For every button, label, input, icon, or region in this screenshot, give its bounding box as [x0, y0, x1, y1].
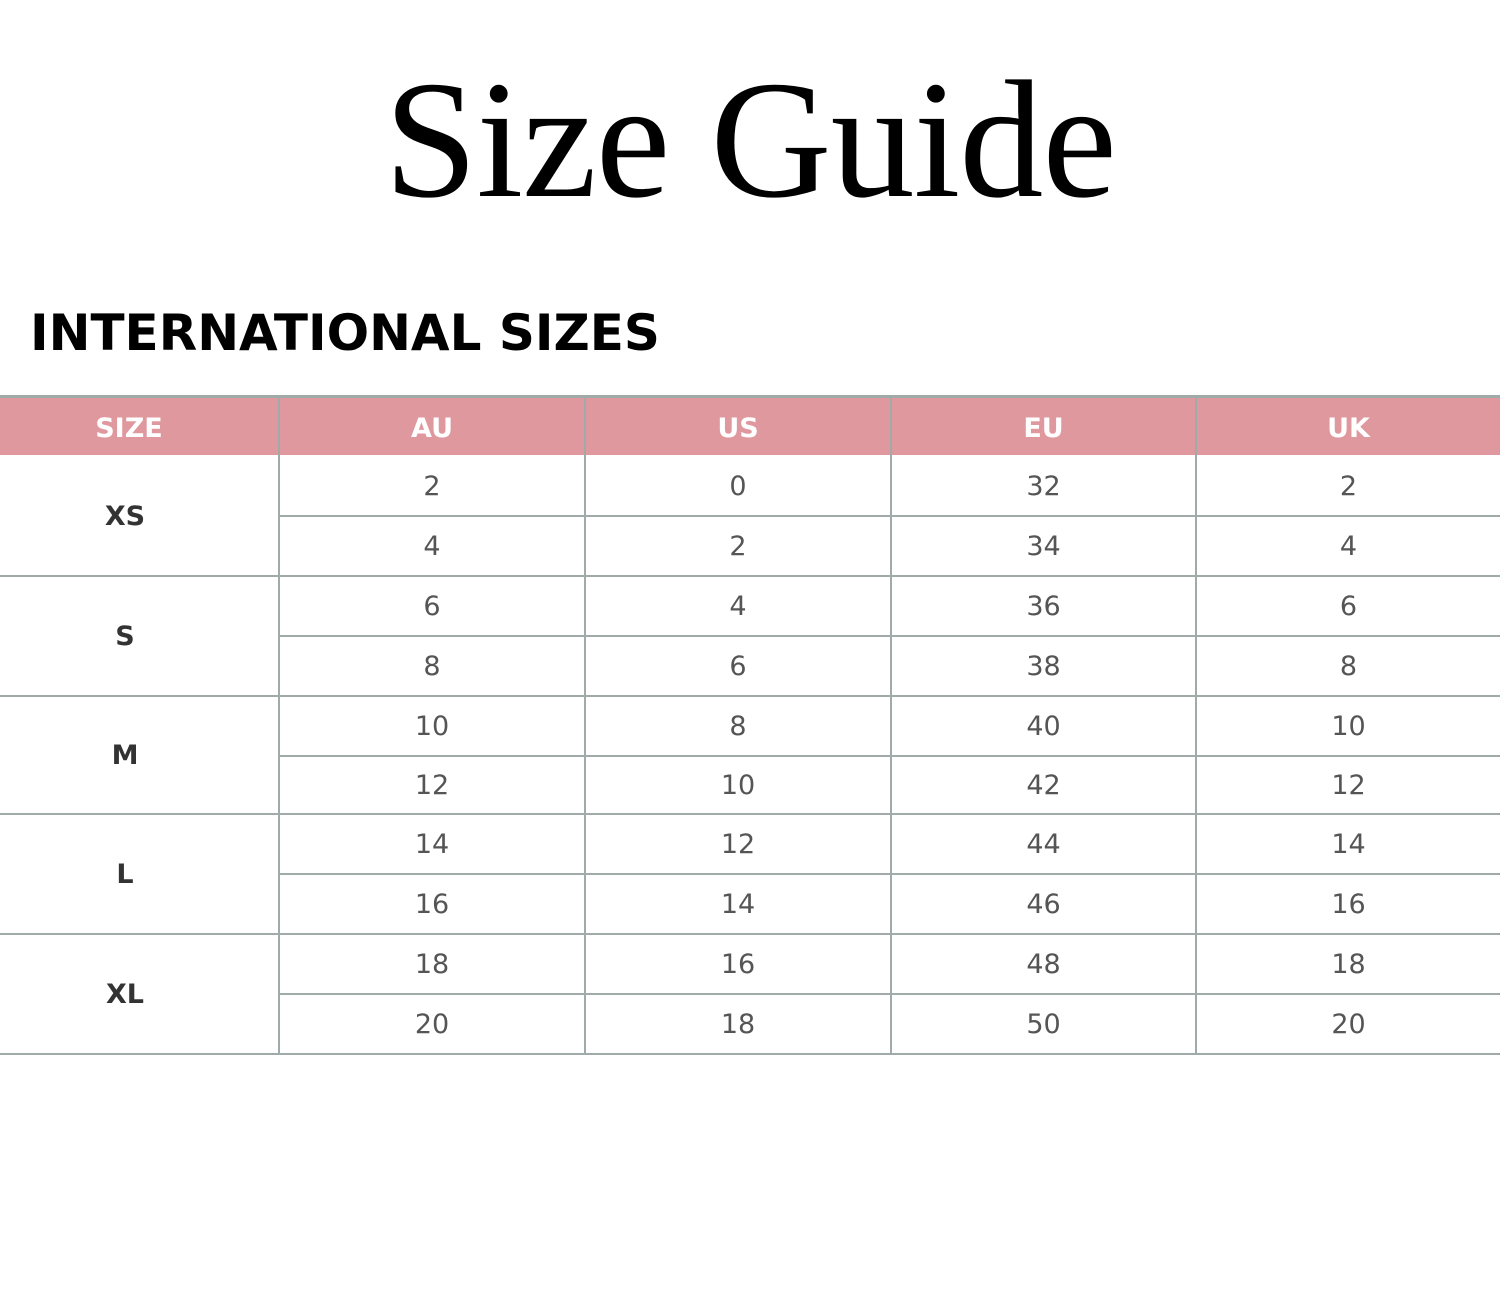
table-cell-eu: 46	[890, 875, 1195, 935]
table-cell-uk: 12	[1195, 757, 1500, 815]
table-cell-au: 14	[278, 815, 584, 875]
table-cell-uk: 16	[1195, 875, 1500, 935]
table-cell-uk: 8	[1195, 637, 1500, 697]
table-cell-eu: 42	[890, 757, 1195, 815]
column-header-us: US	[584, 398, 890, 458]
table-cell-uk: 2	[1195, 457, 1500, 517]
column-header-size: SIZE	[95, 412, 163, 444]
table-cell-eu: 38	[890, 637, 1195, 697]
table-header-row: SIZE AU US EU UK	[0, 395, 1500, 458]
table-cell-us: 0	[584, 457, 890, 517]
table-cell-us: 16	[584, 935, 890, 995]
column-header-eu: EU	[890, 398, 1195, 458]
size-label: M	[0, 697, 278, 815]
column-header-uk: UK	[1195, 398, 1500, 458]
table-cell-uk: 10	[1195, 697, 1500, 757]
table-cell-au: 16	[278, 875, 584, 935]
table-cell-us: 18	[584, 995, 890, 1055]
table-cell-us: 4	[584, 577, 890, 637]
table-cell-au: 6	[278, 577, 584, 637]
size-label: XL	[0, 935, 278, 1055]
size-label: L	[0, 815, 278, 935]
table-cell-au: 18	[278, 935, 584, 995]
table-cell-uk: 14	[1195, 815, 1500, 875]
table-cell-au: 8	[278, 637, 584, 697]
table-cell-eu: 48	[890, 935, 1195, 995]
table-cell-au: 2	[278, 457, 584, 517]
table-cell-eu: 32	[890, 457, 1195, 517]
table-cell-eu: 44	[890, 815, 1195, 875]
table-cell-us: 12	[584, 815, 890, 875]
table-cell-uk: 6	[1195, 577, 1500, 637]
table-cell-uk: 18	[1195, 935, 1500, 995]
size-label: XS	[0, 457, 278, 577]
table-cell-au: 20	[278, 995, 584, 1055]
table-cell-au: 4	[278, 517, 584, 577]
table-cell-eu: 50	[890, 995, 1195, 1055]
size-label: S	[0, 577, 278, 697]
table-cell-eu: 36	[890, 577, 1195, 637]
page-title: Size Guide	[384, 47, 1117, 233]
column-header-au: AU	[278, 398, 584, 458]
table-cell-us: 2	[584, 517, 890, 577]
table-cell-eu: 40	[890, 697, 1195, 757]
section-heading: INTERNATIONAL SIZES	[30, 304, 660, 362]
table-cell-eu: 34	[890, 517, 1195, 577]
table-cell-uk: 4	[1195, 517, 1500, 577]
table-cell-us: 6	[584, 637, 890, 697]
table-cell-au: 10	[278, 697, 584, 757]
table-cell-us: 14	[584, 875, 890, 935]
table-cell-au: 12	[278, 757, 584, 815]
table-cell-us: 10	[584, 757, 890, 815]
table-cell-us: 8	[584, 697, 890, 757]
table-cell-uk: 20	[1195, 995, 1500, 1055]
